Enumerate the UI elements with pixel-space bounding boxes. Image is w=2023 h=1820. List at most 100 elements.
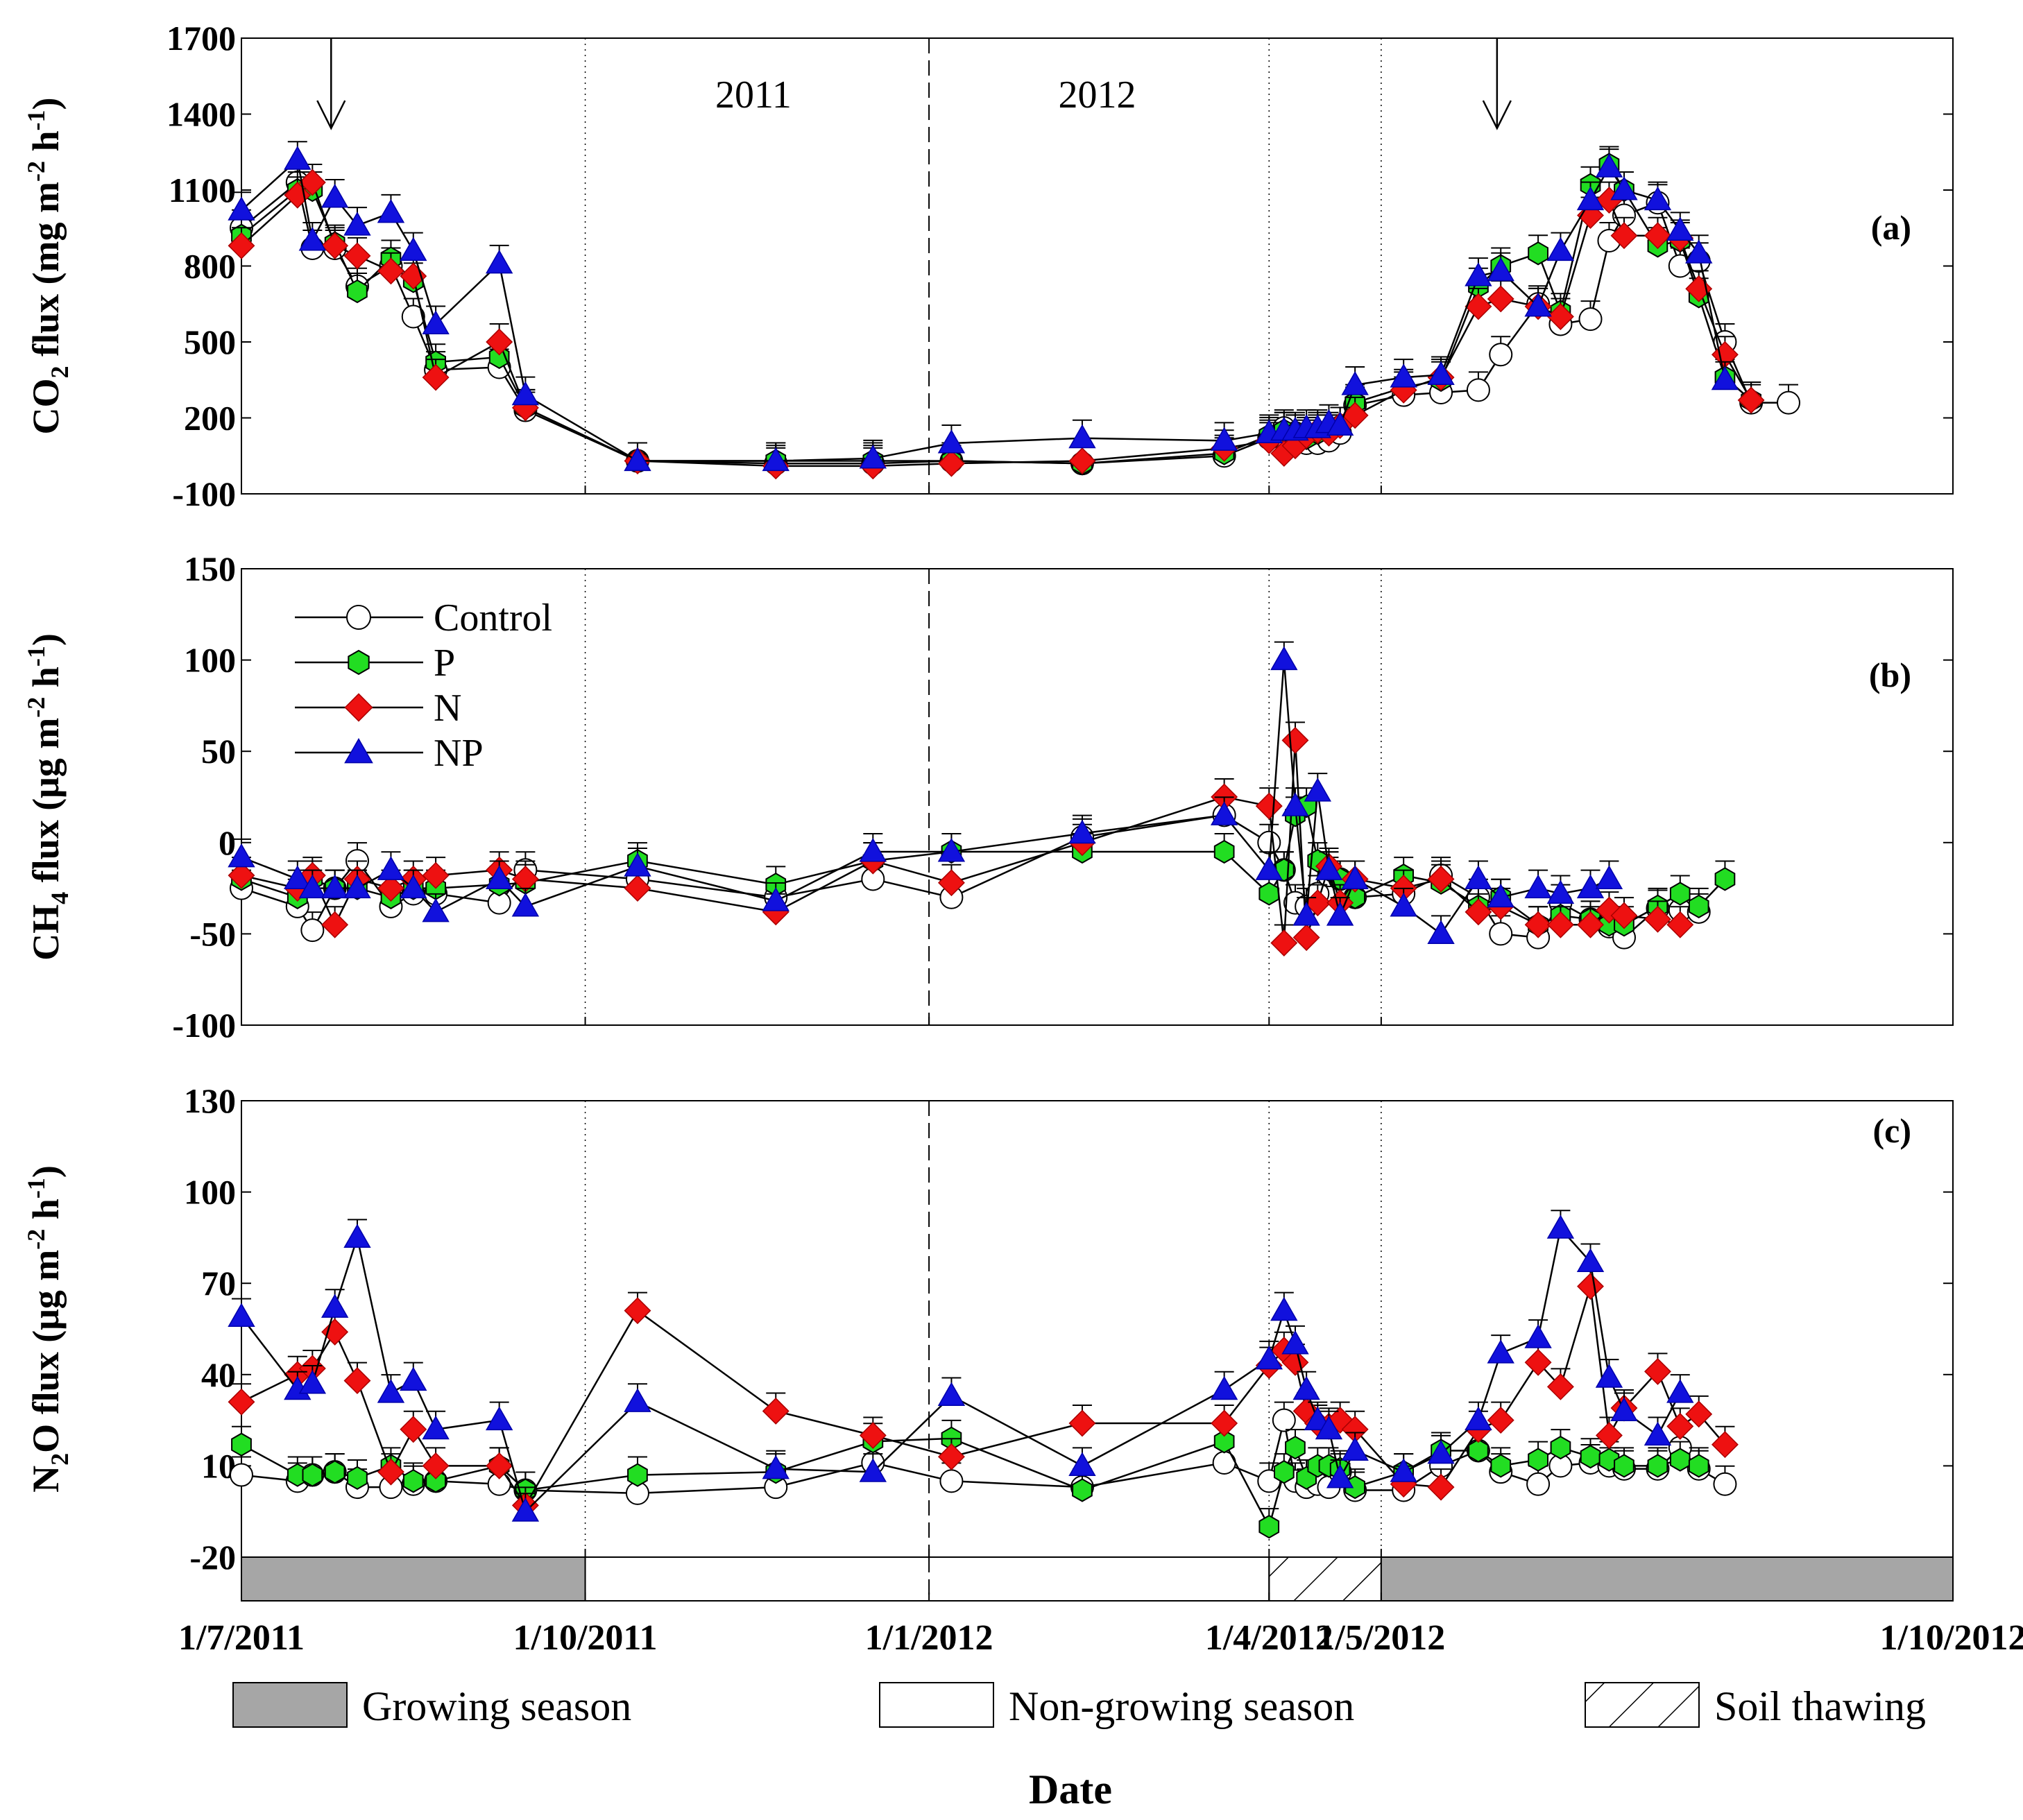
data-point-n xyxy=(1546,1373,1574,1400)
data-point-control xyxy=(300,918,325,943)
season-bar xyxy=(241,1556,1954,1602)
series-line-np xyxy=(241,1226,1681,1513)
y-tick-label: 200 xyxy=(184,399,236,438)
data-point-np xyxy=(937,429,966,454)
y-tick-label: -20 xyxy=(189,1538,236,1577)
data-point-control xyxy=(1489,343,1513,367)
y-axis-label-part: h xyxy=(25,1199,67,1229)
data-point-n xyxy=(377,875,404,902)
data-point-np xyxy=(298,227,327,251)
data-point-np xyxy=(298,874,327,899)
x-tick-label: 1/5/2012 xyxy=(1317,1618,1445,1658)
data-point-n xyxy=(343,1367,371,1395)
y-tick-label: 100 xyxy=(184,1173,236,1212)
data-point-np xyxy=(1326,1464,1354,1488)
data-point-np xyxy=(1524,292,1552,317)
series-n xyxy=(228,1267,1739,1519)
data-point-np xyxy=(624,1388,651,1412)
data-point-np xyxy=(422,310,450,334)
data-point-np xyxy=(624,447,651,472)
season-segment-growing xyxy=(241,1556,586,1602)
data-point-n xyxy=(1666,911,1694,938)
data-point-p xyxy=(1213,1430,1235,1454)
data-point-np xyxy=(1427,1439,1455,1464)
data-point-n xyxy=(937,449,965,477)
y-axis-label-part: 2 xyxy=(46,366,74,379)
y-tick-label: -50 xyxy=(189,914,236,953)
data-point-np xyxy=(1465,262,1492,286)
data-point-np xyxy=(1315,856,1343,880)
data-point-np xyxy=(1341,371,1369,395)
data-point-n xyxy=(1524,1348,1552,1376)
data-point-n xyxy=(298,169,326,196)
data-point-np xyxy=(284,146,311,170)
y-axis-label-part: h xyxy=(25,130,67,161)
data-point-control xyxy=(1713,1472,1737,1496)
data-point-np xyxy=(343,1224,371,1248)
data-point-np xyxy=(1524,874,1552,899)
data-point-p xyxy=(347,1466,368,1491)
data-point-np xyxy=(228,196,255,221)
data-point-n xyxy=(1577,1273,1604,1300)
data-point-np xyxy=(762,447,789,472)
data-point-np xyxy=(400,1366,427,1391)
data-point-n xyxy=(1341,402,1369,429)
y-axis-label-part: ) xyxy=(25,633,67,646)
y-tick-label: 500 xyxy=(184,323,236,361)
data-point-n xyxy=(1595,896,1623,924)
data-point-n xyxy=(937,1443,965,1470)
data-point-n xyxy=(228,232,255,259)
panel-label: (c) xyxy=(1873,1111,1912,1150)
data-point-n xyxy=(422,1452,450,1479)
data-point-control xyxy=(230,1463,253,1487)
data-point-np xyxy=(1068,424,1096,449)
data-point-np xyxy=(1595,1364,1623,1388)
data-point-np xyxy=(485,865,513,889)
y-tick-label: 130 xyxy=(184,1081,236,1120)
x-tick-label: 1/7/2011 xyxy=(178,1618,305,1658)
y-axis-label-part: 2 xyxy=(46,1453,74,1466)
data-point-np xyxy=(1666,1379,1694,1403)
data-point-control xyxy=(1466,378,1490,402)
data-point-n xyxy=(1255,792,1283,820)
legend-marker-p xyxy=(348,649,370,676)
data-point-np xyxy=(1487,1339,1514,1364)
data-point-np xyxy=(511,1497,540,1522)
data-point-np xyxy=(1610,176,1638,200)
data-point-n xyxy=(1068,447,1096,475)
x-tick-label: 1/4/2012 xyxy=(1205,1618,1333,1658)
data-point-n xyxy=(377,1458,404,1486)
data-point-np xyxy=(1487,883,1514,908)
legend-label-n: N xyxy=(434,687,461,730)
legend-label-np: NP xyxy=(434,732,484,775)
data-point-np xyxy=(1427,920,1455,944)
data-point-control xyxy=(1578,307,1603,332)
y-tick-label: -100 xyxy=(172,474,236,513)
y-tick-label: 1100 xyxy=(169,171,236,209)
data-point-p xyxy=(627,1463,648,1487)
data-point-n xyxy=(400,1416,427,1443)
data-point-p xyxy=(324,1460,345,1484)
arrow-head xyxy=(316,100,346,130)
data-point-np xyxy=(422,898,450,922)
y-tick-label: 70 xyxy=(201,1264,236,1303)
data-point-n xyxy=(1281,1348,1309,1376)
year-label: 2012 xyxy=(1059,74,1136,117)
data-point-np xyxy=(1595,153,1623,178)
data-point-np xyxy=(1546,237,1575,261)
data-point-p xyxy=(1285,1435,1306,1460)
y-tick-label: 50 xyxy=(201,732,236,771)
data-point-np xyxy=(762,1454,789,1479)
data-point-p xyxy=(1468,1439,1489,1463)
data-point-n xyxy=(228,861,255,889)
data-point-n xyxy=(1644,1357,1671,1385)
y-axis-label-part: -1 xyxy=(22,646,50,667)
data-point-n xyxy=(377,257,404,285)
legend-marker-np xyxy=(344,737,373,764)
series-np xyxy=(228,641,1623,944)
data-point-p xyxy=(302,1463,323,1487)
data-point-np xyxy=(1255,856,1283,880)
y-tick-label: 40 xyxy=(201,1355,236,1394)
y-axis-label-part: O flux (μg m xyxy=(25,1250,67,1453)
data-point-n xyxy=(321,911,349,938)
